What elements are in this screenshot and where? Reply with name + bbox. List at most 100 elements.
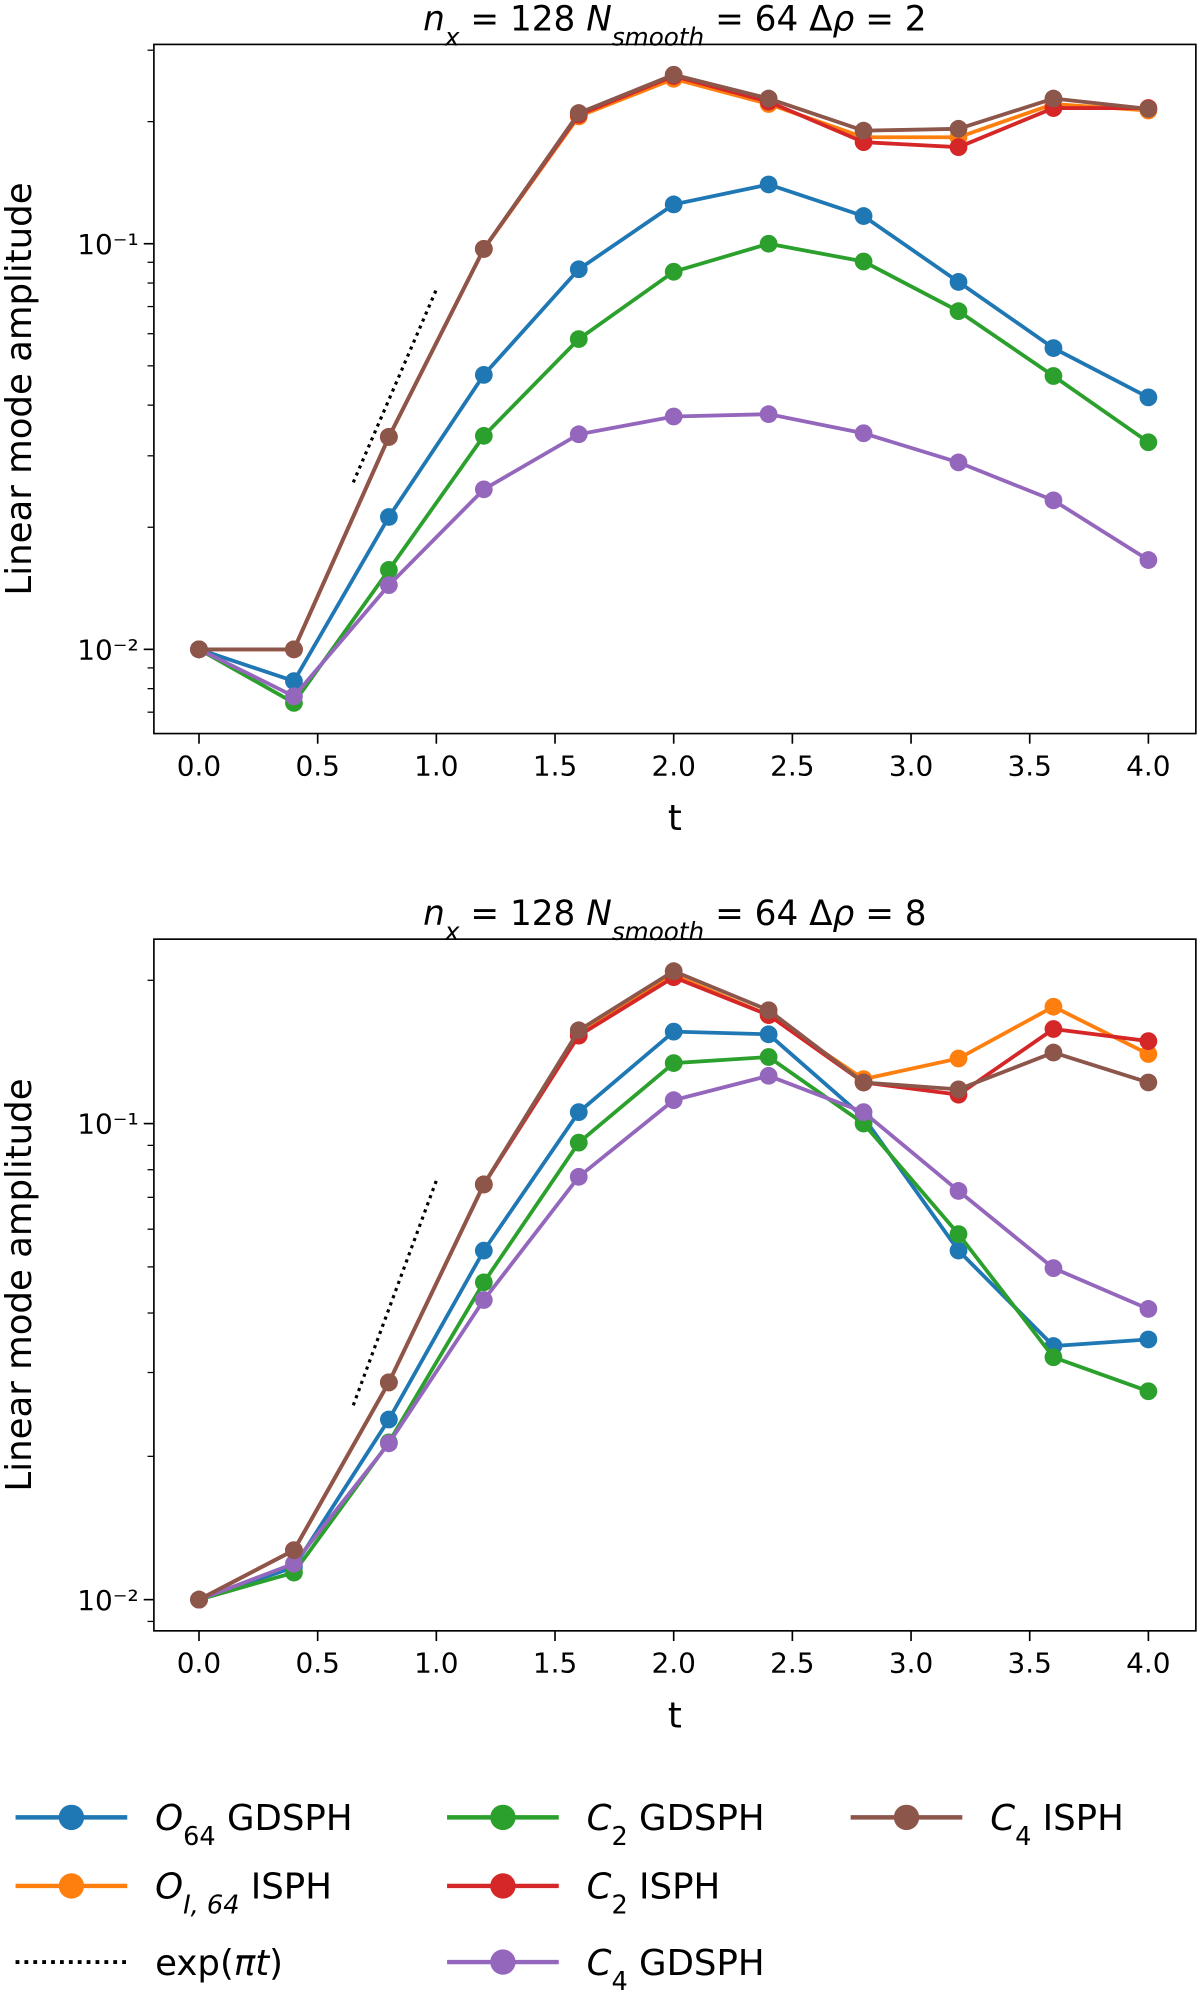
text-part: 4: [611, 1967, 627, 1990]
text-part: = 8: [854, 894, 926, 934]
data-point: [664, 1022, 683, 1041]
data-point: [854, 121, 873, 140]
data-point: [664, 262, 683, 281]
data-point: [759, 1001, 778, 1020]
text-part: GDSPH: [628, 1798, 765, 1839]
plot-frame: [153, 938, 1197, 1632]
data-point: [569, 1021, 588, 1040]
text-part: N: [586, 894, 612, 934]
data-point: [1139, 99, 1158, 118]
data-point: [1139, 1045, 1158, 1063]
data-point: [379, 1373, 398, 1392]
data-point: [379, 561, 398, 579]
data-point: [759, 405, 778, 424]
data-point: [474, 240, 493, 258]
x-axis-label: t: [668, 798, 682, 839]
data-point: [949, 1182, 968, 1200]
x-tick-label: 2.5: [770, 749, 814, 782]
legend-marker: [490, 1949, 516, 1975]
data-point: [1139, 1330, 1158, 1349]
x-axis-label: t: [668, 1695, 682, 1736]
data-point: [474, 1175, 493, 1194]
data-point: [854, 1103, 873, 1122]
text-part: = 128: [459, 0, 586, 39]
data-point: [474, 1291, 493, 1309]
text-part: ρ: [833, 894, 855, 934]
text-part: ISPH: [628, 1867, 720, 1908]
series-line: [198, 74, 1149, 652]
text-part: O: [155, 1867, 183, 1908]
data-point: [854, 1073, 873, 1092]
text-part: n: [423, 894, 445, 934]
data-point: [285, 687, 303, 706]
series-line: [198, 182, 1150, 684]
x-tick-label: 0.0: [177, 749, 221, 782]
data-point: [285, 672, 303, 690]
text-part: n: [423, 0, 445, 39]
data-point: [569, 1103, 588, 1122]
x-tick-label: 1.0: [414, 1647, 458, 1680]
series-line: [198, 1055, 1150, 1602]
x-tick-label: 1.5: [533, 749, 577, 782]
reference-line: [351, 288, 438, 484]
data-point: [474, 1273, 493, 1292]
text-part: ρ: [833, 0, 855, 39]
text-part: smooth: [612, 22, 704, 51]
x-tick-label: 3.0: [889, 749, 933, 782]
y-axis-label: Linear mode amplitude: [0, 182, 40, 595]
reference-line: [351, 1180, 438, 1406]
x-tick-label: 3.5: [1008, 749, 1052, 782]
data-point: [379, 428, 398, 446]
data-point: [664, 1054, 683, 1072]
data-point: [1044, 89, 1063, 108]
text-part: ISPH: [239, 1867, 331, 1908]
plot-frame: [153, 43, 1197, 735]
data-point: [664, 65, 683, 84]
x-tick-label: 2.0: [651, 749, 695, 782]
data-point: [854, 424, 873, 443]
data-point: [664, 962, 683, 981]
data-point: [1044, 1348, 1063, 1367]
text-part: ): [269, 1943, 283, 1984]
data-point: [664, 1091, 683, 1110]
data-point: [569, 104, 588, 122]
data-point: [949, 1241, 968, 1260]
text-part: GDSPH: [216, 1798, 353, 1839]
text-part: C: [587, 1798, 612, 1839]
text-part: 64: [183, 1822, 216, 1852]
legend-label: C2 GDSPH: [587, 1798, 765, 1852]
x-tick-label: 3.0: [889, 1647, 933, 1680]
text-part: = 2: [854, 0, 926, 39]
y-tick-label: 10⁻²: [77, 1584, 138, 1617]
text-part: 2: [611, 1891, 627, 1921]
data-point: [949, 273, 968, 291]
data-point: [664, 195, 683, 214]
series-line: [198, 412, 1150, 699]
chart: nx = 128 Nsmooth = 64 Δρ = 2 t Linear mode…: [0, 0, 1197, 839]
data-point: [1139, 1032, 1158, 1051]
text-part: C: [990, 1798, 1015, 1839]
text-part: C: [587, 1867, 612, 1908]
text-part: C: [587, 1943, 612, 1984]
data-point: [285, 1541, 303, 1560]
legend-label: exp(πt): [155, 1943, 283, 1984]
data-point: [379, 1410, 398, 1429]
legend-label: C4 GDSPH: [587, 1943, 765, 1990]
x-tick-label: 0.5: [295, 1647, 339, 1680]
data-point: [569, 330, 588, 348]
data-point: [379, 508, 398, 526]
x-tick-label: 1.0: [414, 749, 458, 782]
text-part: = 64 Δ: [704, 894, 833, 934]
text-part: ISPH: [1031, 1798, 1123, 1839]
data-point: [190, 1590, 208, 1609]
data-point: [854, 252, 873, 271]
legend-marker: [58, 1873, 85, 1899]
data-point: [854, 207, 873, 225]
data-point: [474, 426, 493, 445]
series-line: [198, 76, 1149, 652]
data-point: [1044, 1043, 1063, 1062]
data-point: [474, 365, 493, 384]
data-point: [379, 576, 398, 594]
series-line: [198, 241, 1150, 706]
